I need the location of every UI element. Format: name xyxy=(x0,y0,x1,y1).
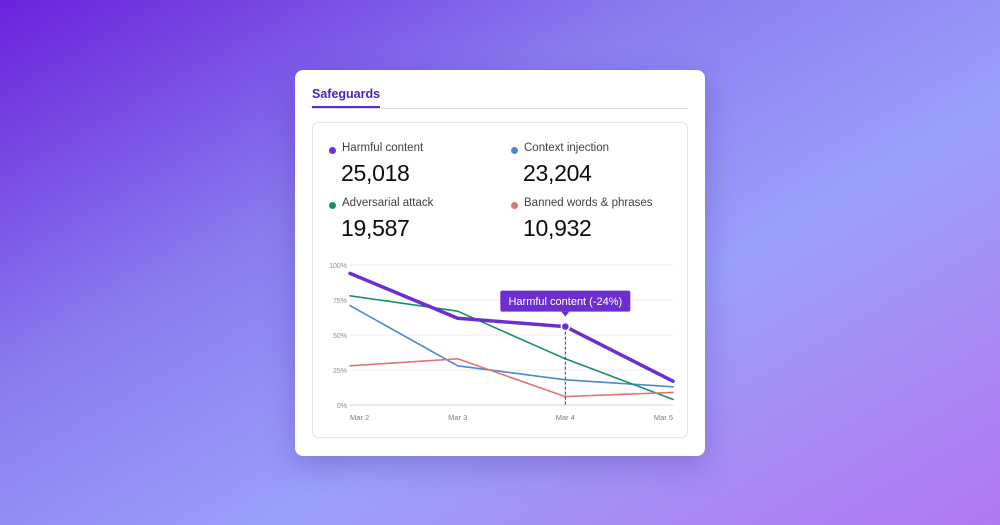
tooltip-pointer xyxy=(561,311,570,317)
metric-banned-words: Banned words & phrases 10,932 xyxy=(511,197,681,247)
adversarial-attack-dot xyxy=(329,202,336,209)
series-line-banned-words-phrases xyxy=(349,358,674,398)
metric-label: Banned words & phrases xyxy=(524,197,653,209)
x-tick-label: Mar 5 xyxy=(654,413,673,422)
y-tick-label: 25% xyxy=(333,368,347,375)
safeguards-card: Safeguards Harmful content 25,018 Contex… xyxy=(295,70,705,456)
metric-label: Harmful content xyxy=(342,142,424,154)
x-tick-label: Mar 4 xyxy=(556,413,575,422)
series-line-context-injection xyxy=(349,304,674,388)
series-line-adversarial-attack xyxy=(349,294,674,401)
metric-adversarial-attack: Adversarial attack 19,587 xyxy=(329,197,499,247)
context-injection-dot xyxy=(511,147,518,154)
harmful-content-dot xyxy=(329,147,336,154)
tooltip-point xyxy=(560,321,571,332)
metric-label: Context injection xyxy=(524,142,610,154)
tooltip-box xyxy=(500,290,631,312)
tab-safeguards[interactable]: Safeguards xyxy=(312,87,381,108)
metric-harmful-content: Harmful content 25,018 xyxy=(329,142,499,192)
stats-panel: Harmful content 25,018 Context injection… xyxy=(312,122,688,438)
tab-bar: Safeguards xyxy=(312,70,688,109)
metric-context-injection: Context injection 23,204 xyxy=(511,142,681,192)
banned-words-dot xyxy=(511,202,518,209)
y-tick-label: 0% xyxy=(337,403,347,410)
y-tick-label: 75% xyxy=(333,298,347,305)
series-line-harmful-content xyxy=(348,271,675,383)
y-tick-label: 100% xyxy=(329,263,347,270)
line-chart: 0% 25% 50% 75% 100% Mar 2 Mar 3 Mar 4 Mar 5 Harmf… xyxy=(329,263,675,422)
metric-value: 23,204 xyxy=(523,160,592,186)
metric-label: Adversarial attack xyxy=(342,197,434,209)
x-tick-label: Mar 3 xyxy=(448,413,467,422)
x-tick-label: Mar 2 xyxy=(350,413,369,422)
metric-value: 10,932 xyxy=(523,215,592,241)
tooltip-label: Harmful content (-24%) xyxy=(508,296,622,308)
y-tick-label: 50% xyxy=(333,333,347,340)
metric-value: 25,018 xyxy=(341,160,410,186)
metric-value: 19,587 xyxy=(341,215,410,241)
